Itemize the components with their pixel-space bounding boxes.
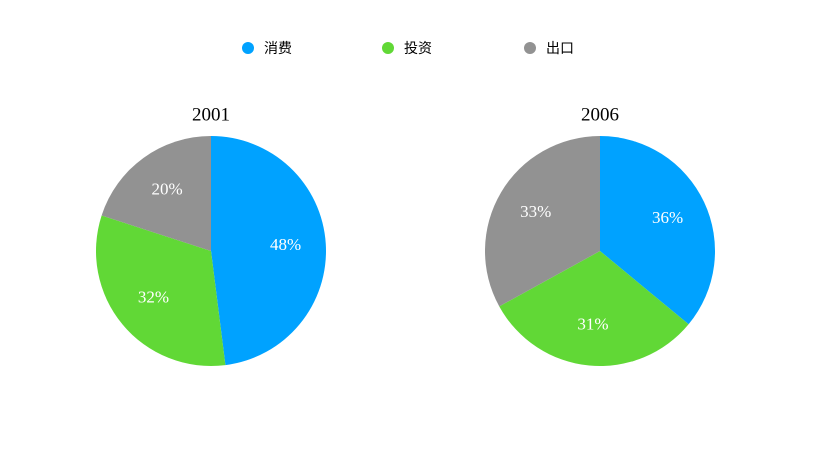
- pie-slice: [600, 136, 715, 325]
- pie-slice: [485, 136, 600, 307]
- value-label: 32%: [138, 288, 169, 307]
- value-label: 33%: [520, 202, 551, 221]
- value-label: 20%: [151, 179, 182, 198]
- pie-slice: [95, 215, 226, 367]
- legend-marker: [382, 42, 394, 54]
- chart-title: 2006: [581, 104, 619, 125]
- value-label: 48%: [270, 235, 301, 254]
- chart-title: 2001: [192, 104, 230, 125]
- legend-marker: [242, 42, 254, 54]
- legend-label: 出口: [546, 41, 574, 57]
- pie-slice: [101, 136, 211, 251]
- value-label: 36%: [652, 208, 683, 227]
- pie-slice: [499, 251, 689, 366]
- value-label: 31%: [577, 314, 608, 333]
- legend-label: 投资: [404, 41, 432, 57]
- pie-slice: [211, 136, 327, 366]
- legend-marker: [524, 42, 536, 54]
- legend-label: 消费: [264, 41, 292, 57]
